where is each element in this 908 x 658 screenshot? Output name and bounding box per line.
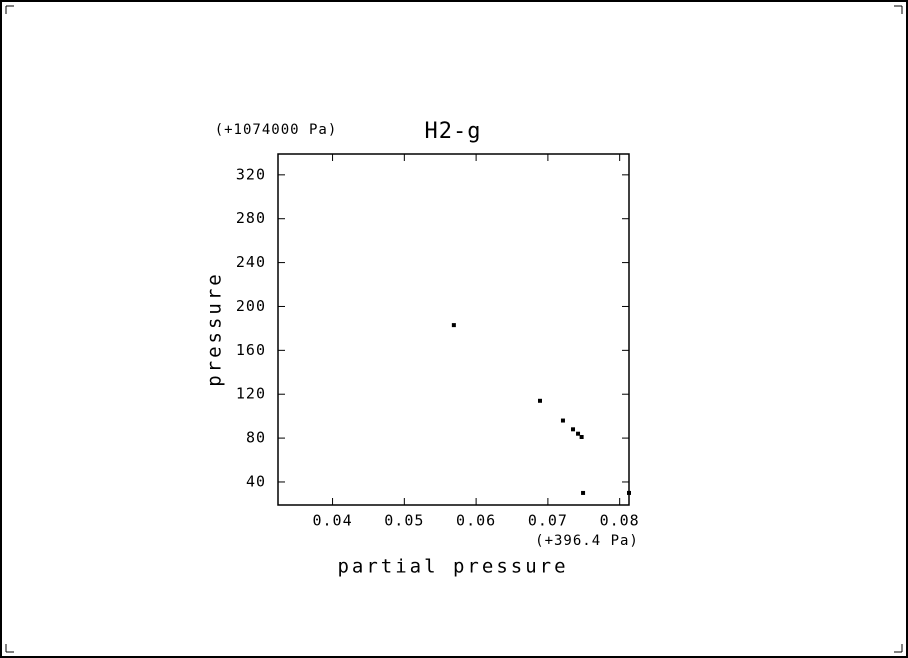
y-tick-label: 160 xyxy=(236,341,266,359)
x-tick-label: 0.05 xyxy=(384,512,424,530)
y-tick-label: 240 xyxy=(236,253,266,271)
y-tick-label: 200 xyxy=(236,297,266,315)
y-offset-label: (+1074000 Pa) xyxy=(215,122,338,138)
y-tick-label: 80 xyxy=(246,429,266,447)
point xyxy=(581,490,586,495)
plot-frame xyxy=(277,153,630,506)
x-tick-label: 0.04 xyxy=(312,512,352,530)
y-tick-label: 280 xyxy=(236,209,266,227)
y-axis-label: pressure xyxy=(204,271,226,387)
point xyxy=(579,434,584,439)
point xyxy=(560,418,565,423)
x-axis-label: partial pressure xyxy=(337,556,568,578)
y-tick-label: 40 xyxy=(246,472,266,490)
chart-title: H2-g xyxy=(425,119,482,144)
y-tick-label: 120 xyxy=(236,385,266,403)
x-offset-label: (+396.4 Pa) xyxy=(535,533,639,549)
y-tick-label: 320 xyxy=(236,165,266,183)
point xyxy=(576,431,581,436)
point xyxy=(537,398,542,403)
x-tick-label: 0.06 xyxy=(456,512,496,530)
point xyxy=(451,323,456,328)
corner-marks xyxy=(5,5,903,653)
x-tick-label: 0.08 xyxy=(600,512,640,530)
point xyxy=(627,490,631,495)
x-tick-label: 0.07 xyxy=(528,512,568,530)
point xyxy=(571,427,576,432)
